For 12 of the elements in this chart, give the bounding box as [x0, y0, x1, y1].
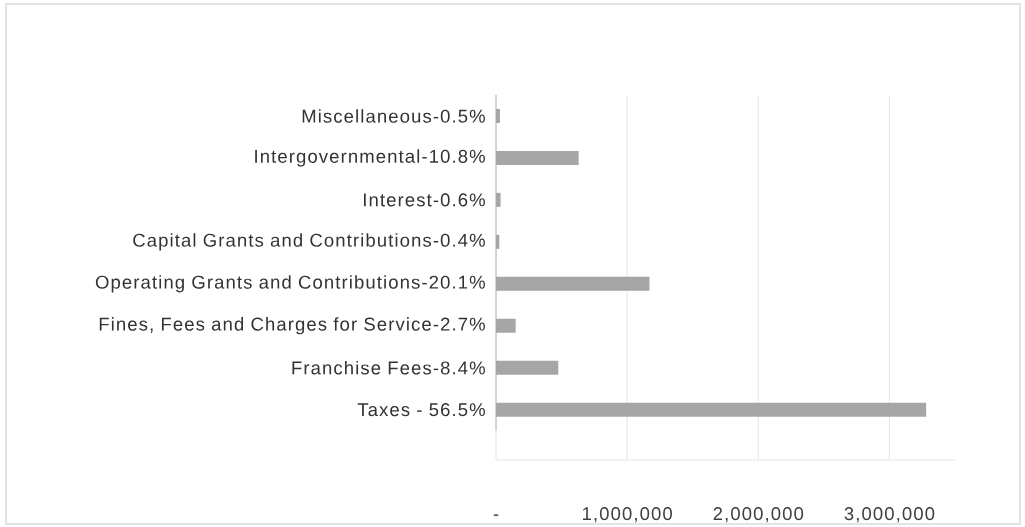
x-tick-label: 1,000,000	[582, 507, 672, 523]
x-tick-label: 2,000,000	[713, 507, 804, 523]
x-tick-label: -	[493, 514, 499, 516]
y-tick-label: Taxes - 56.5%	[357, 403, 485, 417]
y-tick-label: Intergovernmental-10.8%	[255, 149, 485, 167]
y-tick-label: Miscellaneous-0.5%	[302, 109, 485, 123]
y-tick-label: Fines, Fees and Charges for Service-2.7%	[99, 317, 485, 335]
y-tick-label: Interest-0.6%	[364, 193, 485, 207]
y-tick-label: Capital Grants and Contributions-0.4%	[133, 233, 485, 251]
y-tick-label: Operating Grants and Contributions-20.1%	[95, 275, 485, 293]
y-tick-label: Franchise Fees-8.4%	[292, 360, 485, 375]
x-tick-label: 3,000,000	[844, 507, 935, 523]
